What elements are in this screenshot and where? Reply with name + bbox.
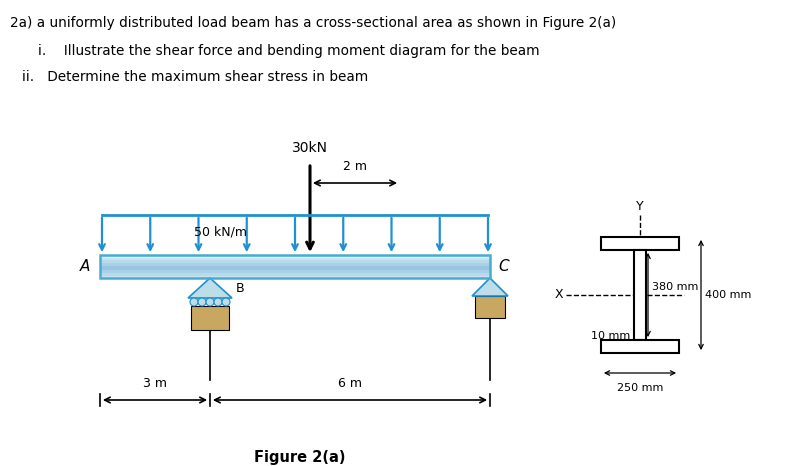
Bar xyxy=(100,268,490,269)
Bar xyxy=(100,255,490,256)
Text: X: X xyxy=(554,288,563,302)
Bar xyxy=(601,237,679,250)
Text: ii.   Determine the maximum shear stress in beam: ii. Determine the maximum shear stress i… xyxy=(22,70,368,84)
Bar xyxy=(100,265,490,266)
Bar xyxy=(100,274,490,275)
Bar xyxy=(100,275,490,276)
Bar xyxy=(100,267,490,268)
Text: Y: Y xyxy=(636,200,644,213)
Bar xyxy=(100,257,490,258)
Bar xyxy=(100,267,490,268)
Bar xyxy=(100,273,490,274)
Bar xyxy=(100,269,490,270)
Text: Figure 2(a): Figure 2(a) xyxy=(254,450,346,465)
Bar xyxy=(100,270,490,272)
Bar xyxy=(100,256,490,257)
Text: 380 mm: 380 mm xyxy=(652,282,699,292)
Text: 6 m: 6 m xyxy=(338,377,362,390)
Bar xyxy=(100,260,490,261)
Bar xyxy=(100,262,490,263)
Circle shape xyxy=(190,298,198,306)
Bar xyxy=(100,264,490,266)
Bar xyxy=(100,258,490,260)
Text: 400 mm: 400 mm xyxy=(705,290,752,300)
Bar xyxy=(100,263,490,265)
Text: C: C xyxy=(498,259,508,274)
Bar xyxy=(601,340,679,353)
Bar xyxy=(100,269,490,271)
Polygon shape xyxy=(188,278,232,298)
Text: 250 mm: 250 mm xyxy=(617,383,663,393)
Text: i.    Illustrate the shear force and bending moment diagram for the beam: i. Illustrate the shear force and bendin… xyxy=(38,44,539,58)
Circle shape xyxy=(222,298,230,306)
Bar xyxy=(100,259,490,260)
Text: 30kN: 30kN xyxy=(292,141,328,155)
Text: A: A xyxy=(80,259,90,274)
Circle shape xyxy=(206,298,214,306)
Text: 50 kN/m: 50 kN/m xyxy=(193,226,246,239)
Bar xyxy=(100,260,490,261)
Bar xyxy=(100,255,490,278)
Bar xyxy=(100,257,490,259)
Bar xyxy=(100,272,490,273)
Text: 2a) a uniformly distributed load beam has a cross-sectional area as shown in Fig: 2a) a uniformly distributed load beam ha… xyxy=(10,16,616,30)
Text: B: B xyxy=(236,282,245,295)
Bar xyxy=(100,276,490,278)
Bar xyxy=(100,261,490,262)
Bar xyxy=(191,306,229,330)
Text: 2 m: 2 m xyxy=(343,160,367,173)
Bar xyxy=(634,250,646,340)
Polygon shape xyxy=(472,278,508,296)
Bar xyxy=(100,276,490,277)
Text: 10 mm: 10 mm xyxy=(591,331,630,341)
Circle shape xyxy=(214,298,222,306)
Bar xyxy=(100,271,490,272)
Bar xyxy=(100,277,490,279)
Bar xyxy=(100,266,490,267)
Bar xyxy=(100,263,490,264)
Circle shape xyxy=(198,298,206,306)
Text: 3 m: 3 m xyxy=(143,377,167,390)
Bar xyxy=(475,296,505,318)
